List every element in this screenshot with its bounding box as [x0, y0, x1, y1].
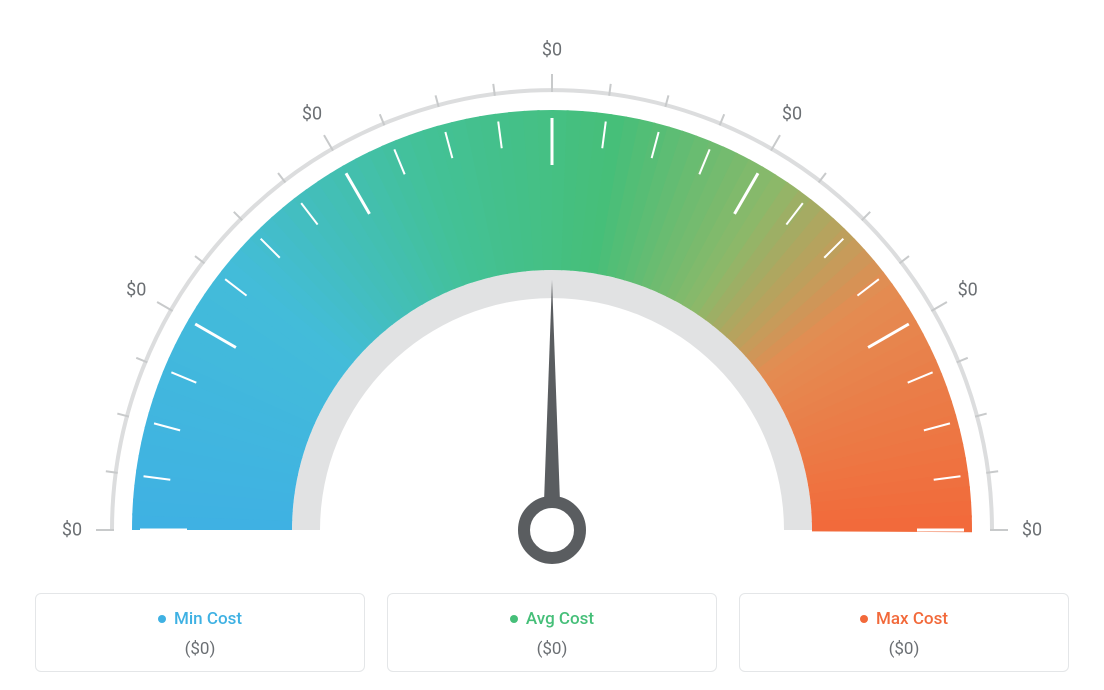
legend-row: Min Cost ($0) Avg Cost ($0) Max Cost ($0…	[35, 593, 1069, 672]
scale-label: $0	[302, 104, 322, 125]
legend-value: ($0)	[46, 639, 354, 659]
legend-title-max: Max Cost	[860, 609, 948, 629]
scale-label: $0	[62, 520, 82, 541]
legend-value: ($0)	[750, 639, 1058, 659]
dot-icon	[158, 615, 166, 623]
legend-label: Min Cost	[174, 609, 242, 629]
scale-label: $0	[958, 280, 978, 301]
legend-label: Max Cost	[876, 609, 948, 629]
legend-card-min: Min Cost ($0)	[35, 593, 365, 672]
legend-label: Avg Cost	[526, 609, 594, 629]
legend-title-avg: Avg Cost	[510, 609, 594, 629]
scale-label: $0	[1022, 520, 1042, 541]
scale-label: $0	[542, 40, 562, 61]
scale-label: $0	[126, 280, 146, 301]
legend-title-min: Min Cost	[158, 609, 242, 629]
legend-card-avg: Avg Cost ($0)	[387, 593, 717, 672]
gauge-chart: $0 $0 $0 $0 $0 $0 $0	[52, 20, 1052, 580]
legend-value: ($0)	[398, 639, 706, 659]
scale-label: $0	[782, 104, 802, 125]
gauge-svg	[52, 20, 1052, 580]
dot-icon	[860, 615, 868, 623]
legend-card-max: Max Cost ($0)	[739, 593, 1069, 672]
dot-icon	[510, 615, 518, 623]
